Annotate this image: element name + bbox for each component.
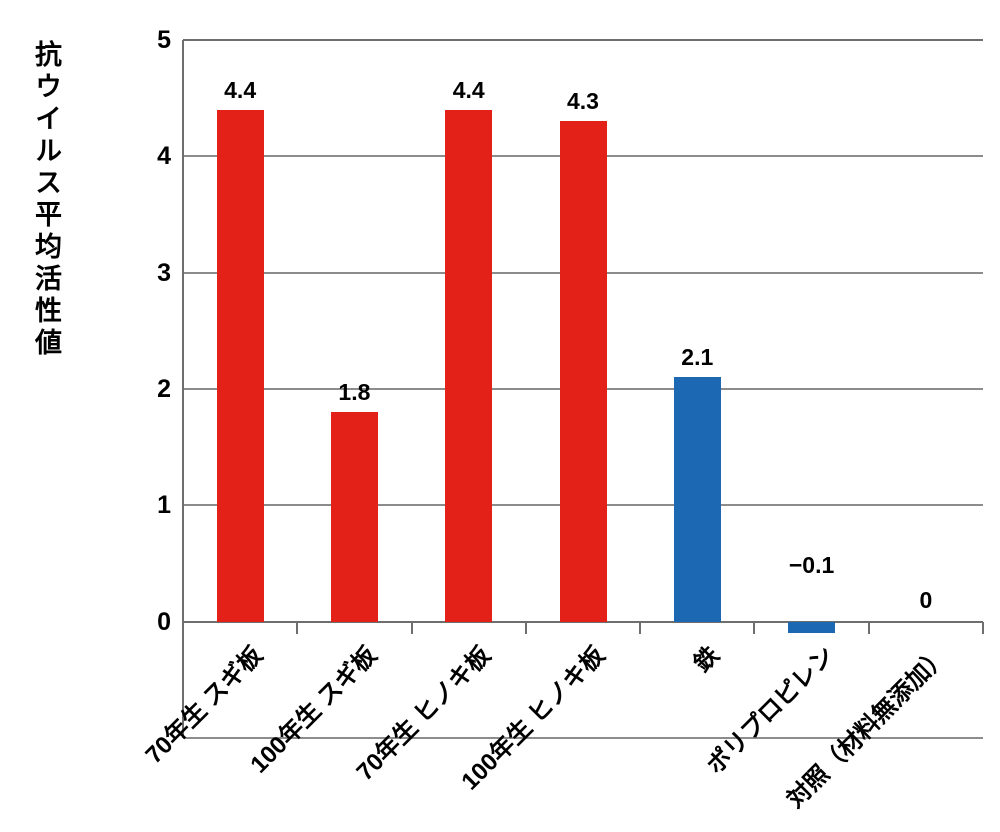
x-axis-tick [639, 621, 642, 634]
y-tick-label: 0 [157, 607, 171, 636]
bar-4 [559, 121, 607, 622]
x-axis-tick [753, 621, 756, 634]
bar-value-label: 1.8 [338, 379, 371, 406]
x-axis-tick [867, 621, 870, 634]
bar-3 [445, 109, 493, 622]
bar-5 [673, 377, 721, 622]
x-axis-tick [524, 621, 527, 634]
x-axis-tick [982, 621, 984, 634]
bar-value-label: 4.4 [452, 76, 485, 103]
x-axis-tick [182, 621, 184, 634]
x-axis-tick [296, 621, 299, 634]
bar-value-label: 0 [919, 586, 933, 613]
plot-bottom-border [183, 737, 983, 739]
x-category-label: 70年生 スギ板 [140, 641, 268, 770]
y-tick-label: 1 [157, 491, 171, 520]
y-tick-label: 4 [157, 142, 171, 171]
bar-1 [216, 109, 264, 622]
x-axis-zero-line [183, 620, 983, 623]
bar-value-label: 4.3 [567, 88, 599, 115]
y-axis-line [182, 40, 184, 738]
bar-value-label: −0.1 [788, 551, 835, 578]
y-tick-label: 3 [157, 258, 171, 287]
y-axis-title: 抗ウイルス平均活性値 [31, 40, 61, 360]
bar-2 [330, 412, 378, 622]
y-tick-label: 2 [157, 375, 171, 403]
y-tick-label: 5 [157, 26, 171, 54]
plot-top-border [183, 39, 983, 41]
bar-value-label: 2.1 [681, 344, 714, 371]
bar-value-label: 4.4 [224, 76, 257, 103]
bar-6 [788, 621, 836, 634]
x-category-label: 鉄 [688, 641, 725, 678]
x-axis-tick [410, 621, 413, 634]
